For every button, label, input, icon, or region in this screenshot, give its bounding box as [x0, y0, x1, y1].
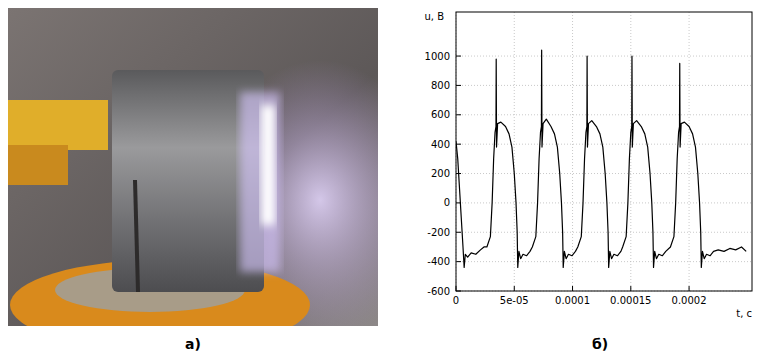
grid-line	[456, 56, 752, 57]
tick-label: 0.00015	[610, 295, 651, 306]
cable	[135, 180, 138, 292]
photo	[8, 8, 378, 326]
tick-label: 0.0002	[672, 295, 707, 306]
tick-label: 200	[431, 168, 450, 179]
grid-line	[456, 261, 752, 262]
panel-label: а)	[185, 336, 201, 352]
grid-line	[456, 232, 752, 233]
grid-line	[456, 85, 752, 86]
grid-line	[514, 12, 515, 291]
glow	[240, 92, 280, 272]
axis-title: u, В	[424, 11, 444, 22]
glow-core	[261, 105, 275, 225]
yellow-support	[8, 100, 108, 150]
axis-title: t, с	[736, 308, 752, 319]
grid-line	[456, 144, 752, 145]
plot-area	[456, 12, 752, 291]
plot-frame	[456, 12, 752, 291]
tick	[456, 85, 461, 86]
grid-line	[689, 12, 690, 291]
tick	[514, 286, 515, 291]
tick-label: 5e-05	[500, 295, 529, 306]
grid-line	[630, 12, 631, 291]
tick-label: 1000	[425, 51, 450, 62]
series-group	[456, 50, 746, 267]
tick-label: 0.0001	[555, 295, 590, 306]
tick	[456, 56, 461, 57]
tick	[456, 261, 461, 262]
tick-label: 0	[444, 197, 450, 208]
figure: а) -600 -400 -200 0 200 400 600 800 1000 0 5e-05 0.0…	[0, 0, 769, 356]
panel-label: б)	[592, 336, 608, 352]
chart: -600 -400 -200 0 200 400 600 800 1000 0 5e-05 0.000…	[424, 11, 752, 319]
yellow-support	[8, 145, 68, 185]
tick-label: 400	[431, 139, 450, 150]
tick-label: 800	[431, 80, 450, 91]
tick	[572, 286, 573, 291]
tick	[689, 286, 690, 291]
tick-label: 0	[453, 295, 459, 306]
tick	[630, 286, 631, 291]
grid-line	[456, 202, 752, 203]
tick-label: 600	[431, 109, 450, 120]
tick-label: -600	[427, 286, 450, 297]
tick-label: -200	[427, 227, 450, 238]
tick-label: -400	[427, 256, 450, 267]
grid-line	[456, 173, 752, 174]
grid-line	[572, 12, 573, 291]
tick	[456, 232, 461, 233]
voltage-line	[456, 50, 746, 267]
grid-line	[456, 114, 752, 115]
tick	[456, 114, 461, 115]
